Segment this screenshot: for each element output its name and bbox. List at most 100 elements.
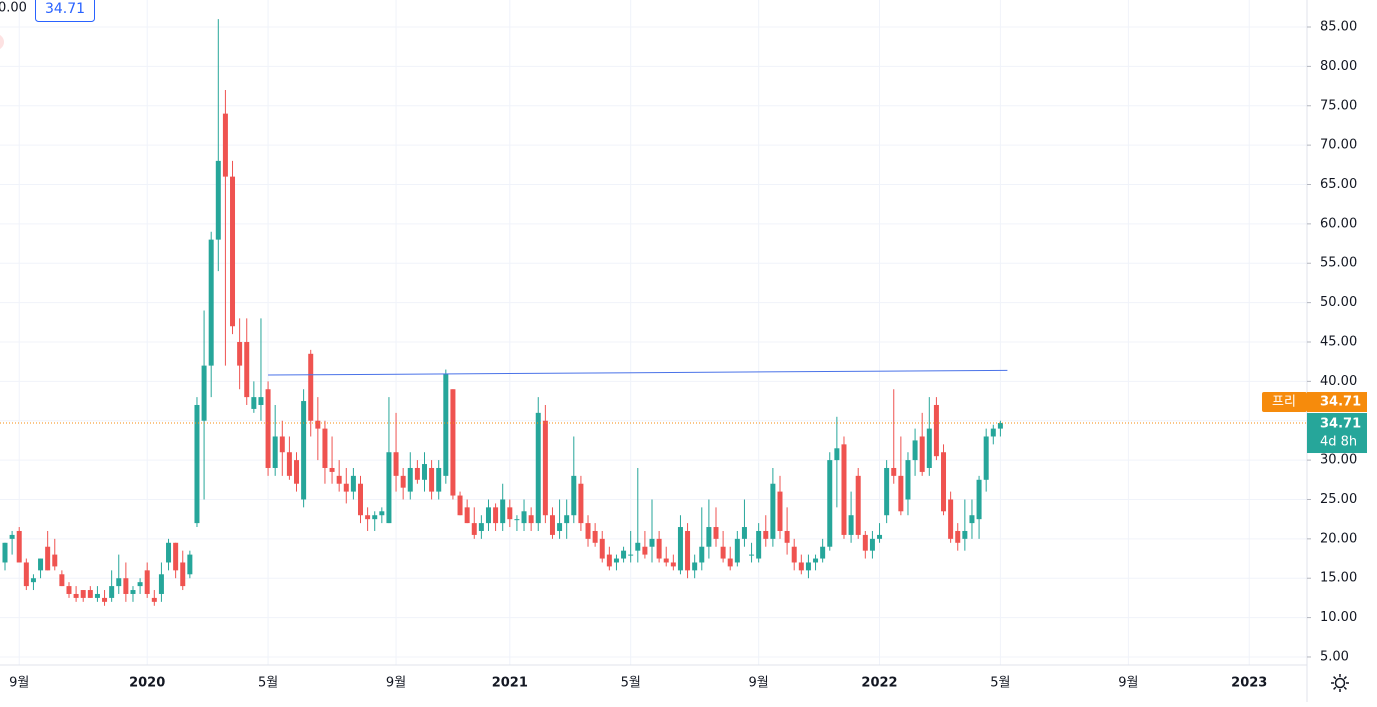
candle-body	[606, 554, 612, 567]
candle-body	[585, 523, 591, 539]
candle-body	[912, 440, 918, 461]
candle-body	[756, 530, 762, 559]
candle-body	[557, 523, 563, 531]
candle-body	[80, 590, 86, 598]
candle-body	[976, 479, 982, 520]
candle-body	[784, 530, 790, 543]
candle-body	[948, 499, 954, 539]
y-tick-label: 15.00	[1320, 571, 1357, 586]
candle-body	[144, 570, 150, 594]
candle-body	[73, 593, 79, 598]
candle-body	[308, 353, 314, 421]
x-tick-label: 2021	[492, 676, 528, 691]
candle-body	[514, 519, 520, 521]
candle-body	[9, 534, 15, 539]
candle-body	[813, 558, 819, 563]
candle-body	[315, 420, 321, 429]
candle-body	[599, 538, 605, 559]
y-tick-label: 70.00	[1320, 138, 1357, 153]
y-tick-label: 50.00	[1320, 295, 1357, 310]
y-tick-label: 65.00	[1320, 177, 1357, 192]
candle-body	[564, 515, 570, 524]
candle-body	[628, 554, 634, 556]
candle-body	[322, 428, 328, 468]
candle-body	[429, 467, 435, 492]
last-price: 34.71	[1320, 417, 1361, 432]
candle-body	[343, 483, 349, 492]
countdown: 4d 8h	[1320, 435, 1357, 450]
candle-body	[613, 558, 619, 563]
x-tick-label: 5월	[990, 676, 1010, 691]
candle-body	[45, 546, 51, 571]
candle-body	[485, 507, 491, 524]
candle-body	[2, 542, 8, 563]
trendline	[268, 369, 1008, 376]
candle-body	[301, 401, 307, 500]
candle-body	[222, 113, 228, 177]
candle-body	[670, 562, 676, 567]
candle-body	[23, 562, 29, 587]
candle-body	[933, 404, 939, 457]
candle-body	[201, 365, 207, 421]
candle-body	[997, 423, 1003, 429]
candle-body	[272, 436, 278, 468]
y-tick-label: 75.00	[1320, 98, 1357, 113]
candle-body	[194, 404, 200, 524]
candle-body	[38, 558, 44, 571]
candle-body	[571, 475, 577, 516]
candle-body	[87, 590, 93, 598]
candle-body	[365, 515, 371, 520]
candle-body	[877, 534, 883, 539]
candle-body	[52, 554, 58, 567]
y-tick-label: 45.00	[1320, 334, 1357, 349]
y-tick-label: 55.00	[1320, 256, 1357, 271]
y-tick-label: 85.00	[1320, 20, 1357, 35]
y-tick-label: 30.00	[1320, 453, 1357, 468]
candle-body	[215, 160, 221, 240]
candle-body	[635, 542, 641, 551]
candle-body	[528, 515, 534, 524]
candle-body	[542, 420, 548, 516]
header-price-box	[35, 0, 95, 22]
candle-body	[862, 534, 868, 551]
candle-body	[663, 558, 669, 563]
last-price-box	[1307, 413, 1367, 454]
candle-body	[855, 475, 861, 535]
candle-body	[734, 538, 740, 563]
candle-body	[969, 515, 975, 524]
settings-icon[interactable]	[1331, 674, 1349, 692]
candle-body	[699, 546, 705, 563]
candle-body	[244, 341, 250, 398]
candle-body	[123, 578, 129, 594]
candle-body	[102, 597, 108, 602]
candle-body	[400, 475, 406, 488]
candle-body	[592, 530, 598, 543]
candle-body	[656, 538, 662, 559]
candle-body	[16, 530, 22, 563]
candle-body	[763, 530, 769, 539]
candle-body	[237, 341, 243, 366]
candle-body	[94, 593, 100, 598]
candle-body	[137, 582, 143, 587]
candle-body	[869, 538, 875, 551]
candle-body	[983, 436, 989, 480]
pre-market-tag	[1262, 392, 1307, 413]
candle-body	[578, 483, 584, 524]
y-tick-label: 80.00	[1320, 59, 1357, 74]
candle-body	[464, 507, 470, 524]
y-tick-label: 40.00	[1320, 374, 1357, 389]
candle-body	[350, 475, 356, 492]
x-tick-label: 9월	[1118, 676, 1138, 691]
y-tick-label: 25.00	[1320, 492, 1357, 507]
x-tick-label: 9월	[749, 676, 769, 691]
candle-body	[941, 452, 947, 512]
pre-market-price-box	[1307, 392, 1367, 413]
candle-body	[329, 467, 335, 472]
candle-body	[741, 527, 747, 539]
candle-body	[535, 412, 541, 524]
indicator-dot	[0, 35, 4, 49]
candle-body	[990, 428, 996, 437]
x-tick-label: 5월	[621, 676, 641, 691]
y-tick-label: 20.00	[1320, 531, 1357, 546]
